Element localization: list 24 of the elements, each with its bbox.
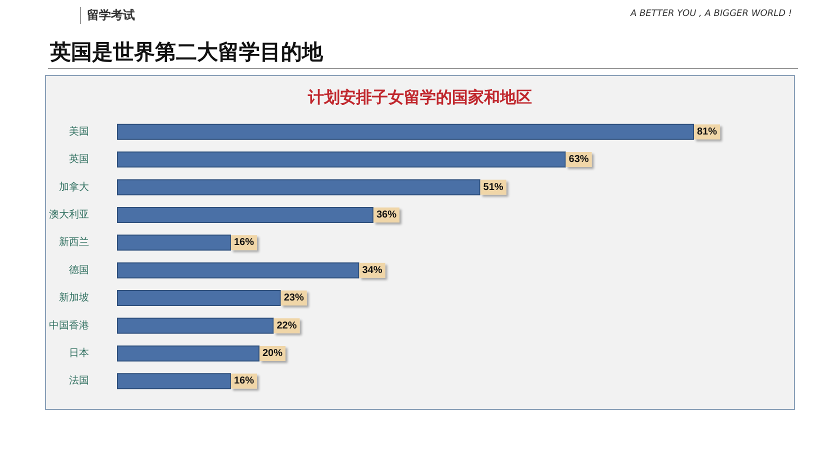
data-label: 51% — [483, 182, 504, 193]
data-label: 34% — [362, 264, 382, 276]
y-tick-label: 法国 — [69, 374, 89, 387]
data-label: 23% — [284, 292, 304, 304]
y-tick-label: 澳大利亚 — [49, 208, 89, 220]
y-tick-label: 美国 — [69, 125, 89, 138]
data-label: 16% — [234, 376, 254, 387]
data-label: 20% — [262, 348, 283, 359]
data-label: 63% — [568, 154, 589, 166]
y-tick-label: 英国 — [69, 153, 89, 166]
data-label: 36% — [376, 209, 397, 220]
text: 留学考试 — [80, 7, 135, 24]
chart-subtitle: 计划安排子女留学的国家和地区 — [307, 88, 532, 106]
data-label: 81% — [697, 126, 718, 138]
y-tick-label: 加拿大 — [59, 180, 89, 193]
data-label: 22% — [276, 320, 297, 332]
text: A BETTER YOU , A BIGGER WORLD ! — [630, 9, 792, 19]
y-tick-label: 新加坡 — [59, 292, 89, 304]
y-tick-label: 日本 — [69, 346, 89, 359]
y-tick-label: 德国 — [69, 264, 89, 276]
chart-title: 英国是世界第二大留学目的地 — [50, 39, 323, 66]
y-tick-label: 新西兰 — [59, 236, 89, 248]
y-tick-label: 中国香港 — [49, 319, 89, 332]
data-label: 16% — [234, 237, 254, 248]
